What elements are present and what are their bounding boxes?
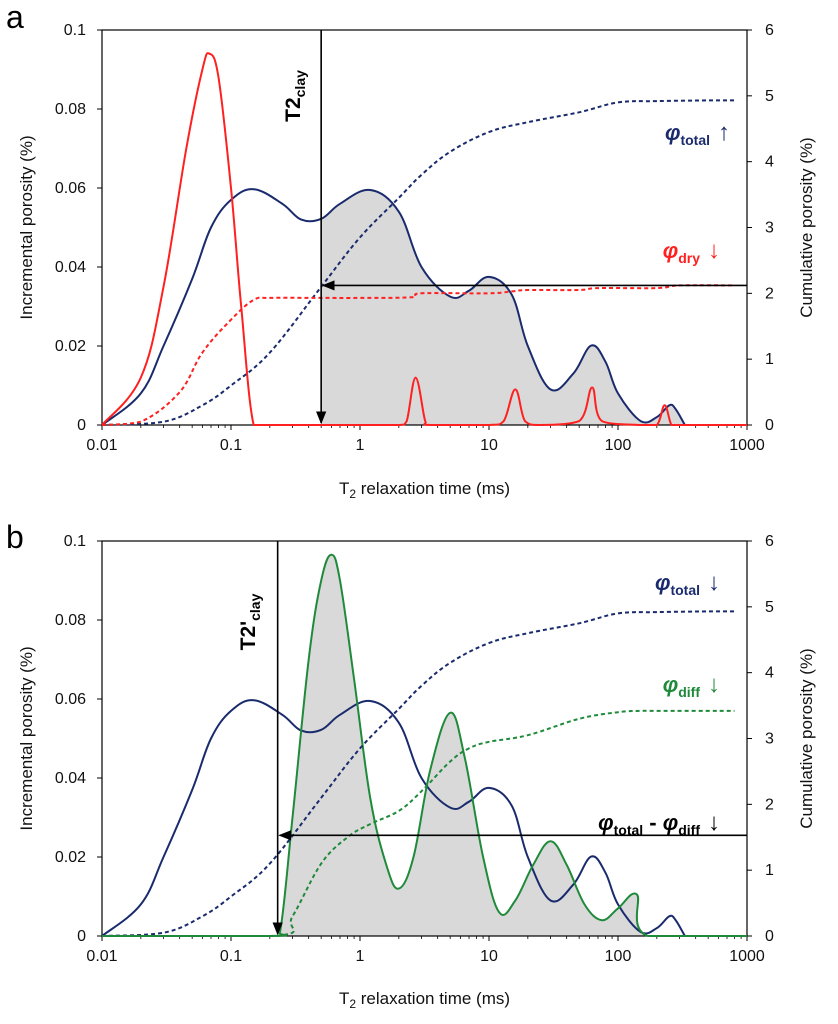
x-tick-label: 1000 <box>729 437 765 454</box>
total-cumulative-line <box>101 610 735 937</box>
y-right-axis-label: Cumulative porosity (%) <box>797 648 816 828</box>
y-right-tick-label: 4 <box>765 154 774 171</box>
x-axis-label-rest: relaxation time (ms) <box>356 989 510 1008</box>
x-axis-label-main: T <box>339 989 349 1008</box>
y-left-tick-label: 0.08 <box>55 612 86 629</box>
legend-phi: φ <box>655 570 670 595</box>
porosity-fill-area <box>277 554 747 936</box>
legend-phi: φ <box>663 238 678 263</box>
y-left-tick-label: 0.1 <box>64 533 86 550</box>
x-tick-label: 100 <box>605 948 632 965</box>
cutoff-label-sub: clay <box>247 593 263 620</box>
y-right-tick-label: 1 <box>765 862 774 879</box>
y-left-tick-label: 0.08 <box>55 101 86 118</box>
panel-b: 0.01 0.1 1 10 100 100000.020.040.060.080.1012… <box>6 519 816 1011</box>
y-right-tick-label: 6 <box>765 22 774 39</box>
x-axis-label-sub: 2 <box>349 487 356 501</box>
y-right-tick-label: 3 <box>765 731 774 748</box>
y-right-tick-label: 5 <box>765 599 774 616</box>
y-right-tick-label: 0 <box>765 928 774 945</box>
dry-cumulative-line <box>101 284 735 426</box>
legend-arrow-icon: ↓ <box>708 671 720 698</box>
panel-a: 0.01 0.1 1 10 100 100000.020.040.060.080.1012… <box>6 0 816 501</box>
y-left-tick-label: 0.04 <box>55 770 86 787</box>
y-right-tick-label: 5 <box>765 88 774 105</box>
legend-phi: φ <box>665 120 680 145</box>
y-left-axis-label: Incremental porosity (%) <box>17 135 36 319</box>
x-axis-label: T2 relaxation time (ms) <box>339 479 510 501</box>
panel-label: a <box>6 0 24 35</box>
x-tick-label: 1 <box>356 948 365 965</box>
x-tick-label: 100 <box>605 437 632 454</box>
diff-incremental-line <box>102 553 747 938</box>
legend-phi: φ <box>663 672 678 697</box>
x-tick-label: 0.1 <box>220 948 242 965</box>
panel-label: b <box>6 519 24 555</box>
x-tick-label: 0.01 <box>86 437 117 454</box>
x-axis-label-rest: relaxation time (ms) <box>356 479 510 498</box>
y-right-tick-label: 0 <box>765 417 774 434</box>
legend-label-total: φtotal <box>655 570 700 598</box>
legend-minus: - <box>643 810 663 835</box>
total-incremental-line <box>101 699 686 937</box>
legend-arrow-icon: ↑ <box>718 119 730 146</box>
legend-arrow-icon: ↓ <box>708 809 720 836</box>
cutoff-label: T2'clay <box>237 593 263 650</box>
y-right-tick-label: 1 <box>765 351 774 368</box>
legend-label-diff: φdiff <box>663 672 701 700</box>
y-left-tick-label: 0 <box>77 928 86 945</box>
y-right-tick-label: 6 <box>765 533 774 550</box>
y-left-tick-label: 0.1 <box>64 22 86 39</box>
x-tick-label: 0.01 <box>86 948 117 965</box>
x-axis-label-sub: 2 <box>349 997 356 1011</box>
porosity-fill-area <box>321 189 685 425</box>
y-left-tick-label: 0.02 <box>55 849 86 866</box>
cutoff-label: T2clay <box>282 70 308 122</box>
legend-phi: φ <box>663 810 678 835</box>
legend-label-dry: φdry <box>663 238 700 266</box>
y-right-tick-label: 2 <box>765 796 774 813</box>
legend-label-total: φtotal - φdiff <box>598 810 700 838</box>
x-tick-label: 10 <box>480 948 498 965</box>
x-tick-label: 1 <box>356 437 365 454</box>
y-left-tick-label: 0.06 <box>55 691 86 708</box>
y-left-tick-label: 0.04 <box>55 259 86 276</box>
cutoff-label-main: T2' <box>237 621 260 651</box>
y-right-tick-label: 2 <box>765 285 774 302</box>
y-left-tick-label: 0.06 <box>55 180 86 197</box>
legend-sub: diff <box>678 684 700 700</box>
x-axis-label: T2 relaxation time (ms) <box>339 989 510 1011</box>
total-cumulative-line <box>101 99 735 426</box>
legend-arrow-icon: ↓ <box>708 569 720 596</box>
y-left-axis-label: Incremental porosity (%) <box>17 646 36 830</box>
cutoff-label-sub: clay <box>292 70 308 97</box>
y-right-tick-label: 3 <box>765 220 774 237</box>
x-tick-label: 1000 <box>729 948 765 965</box>
y-left-tick-label: 0 <box>77 417 86 434</box>
y-left-tick-label: 0.02 <box>55 338 86 355</box>
diff-cumulative-line <box>102 709 735 938</box>
legend-label-total: φtotal <box>665 120 710 148</box>
legend-phi: φ <box>598 810 613 835</box>
legend-sub: total <box>670 582 700 598</box>
x-tick-label: 0.1 <box>220 437 242 454</box>
legend-sub: total <box>680 132 710 148</box>
x-axis-label-main: T <box>339 479 349 498</box>
legend-sub: total <box>614 822 644 838</box>
legend-sub: dry <box>678 250 700 266</box>
dry-incremental-line <box>101 52 747 427</box>
legend-arrow-icon: ↓ <box>708 237 720 264</box>
x-tick-label: 10 <box>480 437 498 454</box>
legend-sub: diff <box>678 822 700 838</box>
y-right-axis-label: Cumulative porosity (%) <box>797 137 816 317</box>
cutoff-label-main: T2 <box>282 97 305 122</box>
total-incremental-line <box>101 188 686 426</box>
y-right-tick-label: 4 <box>765 665 774 682</box>
